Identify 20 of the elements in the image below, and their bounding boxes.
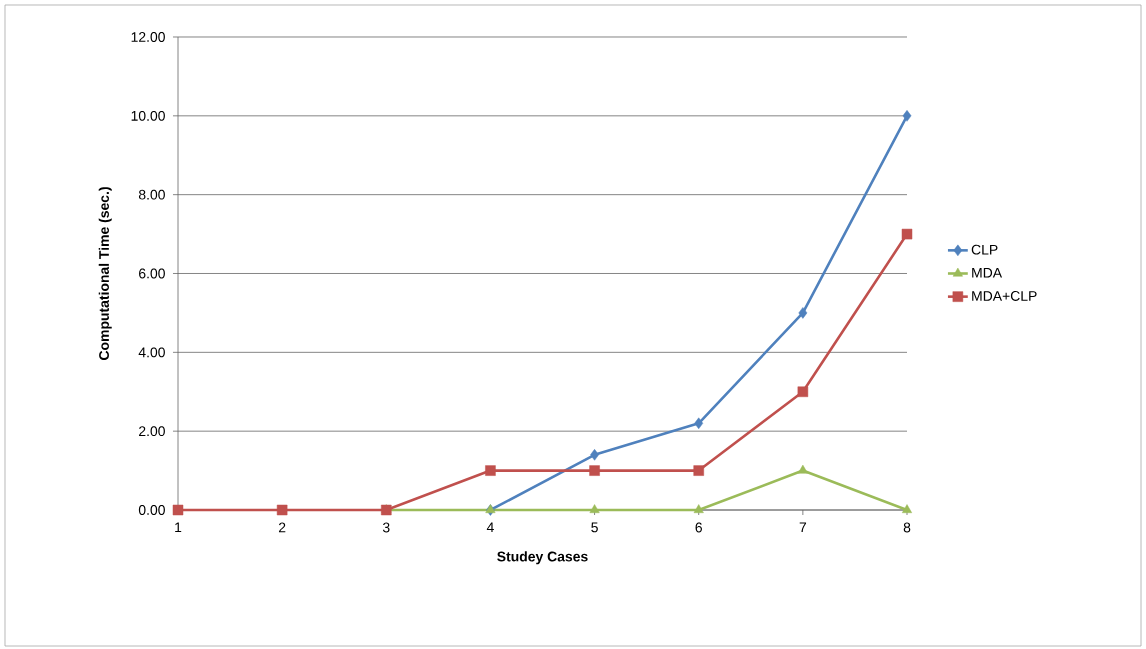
y-tick-label: 6.00 <box>139 268 165 279</box>
x-tick-label: 6 <box>695 522 702 533</box>
legend-label: CLP <box>971 244 998 255</box>
x-tick-label: 3 <box>382 522 390 533</box>
x-tick-label: 7 <box>799 522 807 533</box>
x-tick-label: 2 <box>278 522 286 533</box>
x-tick-label: 5 <box>591 522 598 533</box>
y-tick-label: 2.00 <box>139 426 165 437</box>
y-tick-label: 4.00 <box>138 347 165 358</box>
x-axis-title: Studey Cases <box>497 551 588 565</box>
x-tick-label: 1 <box>175 522 182 533</box>
y-tick-label: 0.00 <box>138 505 165 515</box>
y-tick-label: 8.00 <box>138 189 165 200</box>
y-tick-label: 12.00 <box>131 32 165 42</box>
y-axis-title: Computational Time (sec.) <box>98 187 112 360</box>
x-tick-label: 8 <box>903 522 911 533</box>
legend-label: MDA+CLP <box>972 291 1037 301</box>
x-tick-label: 4 <box>486 522 494 533</box>
y-tick-label: 10.00 <box>131 110 165 121</box>
legend-label: MDA <box>972 267 1003 278</box>
